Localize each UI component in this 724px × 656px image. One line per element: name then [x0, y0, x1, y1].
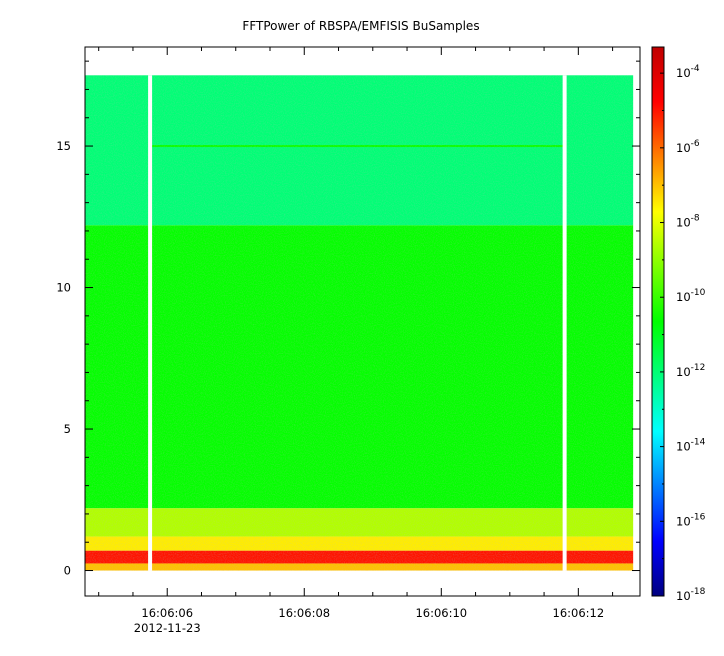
colorbar-tick-label: 10-14	[676, 438, 706, 454]
x-tick-label: 16:06:12	[553, 606, 605, 620]
colorbar-tick-label: 10-16	[676, 512, 706, 528]
x-tick-date-label: 2012-11-23	[134, 621, 201, 635]
colorbar-tick-label: 10-4	[676, 64, 700, 80]
colorbar-tick-label: 10-8	[676, 214, 700, 230]
colorbar-scale	[651, 46, 665, 597]
y-tick-label: 15	[56, 139, 71, 153]
chart-title: FFTPower of RBSPA/EMFISIS BuSamples	[242, 19, 479, 33]
x-tick-label: 16:06:06	[141, 606, 193, 620]
y-tick-label: 0	[64, 564, 71, 578]
data-gap	[148, 75, 153, 571]
plot-frame	[84, 46, 641, 597]
spectrogram-texture	[85, 75, 634, 571]
x-tick-label: 16:06:10	[415, 606, 467, 620]
colorbar-tick-label: 10-6	[676, 139, 700, 155]
colorbar-tick-label: 10-10	[676, 288, 706, 304]
colorbar-tick-label: 10-18	[676, 587, 706, 603]
x-tick-label: 16:06:08	[278, 606, 330, 620]
colorbar-tick-label: 10-12	[676, 363, 705, 379]
data-gap	[562, 75, 567, 571]
y-tick-label: 10	[56, 281, 71, 295]
colorbar: 10-4 10-6 10-8 10-10 10-12 10-14 10-16 10-18	[651, 46, 706, 603]
y-tick-label: 5	[64, 422, 71, 436]
plot-area	[85, 75, 634, 571]
